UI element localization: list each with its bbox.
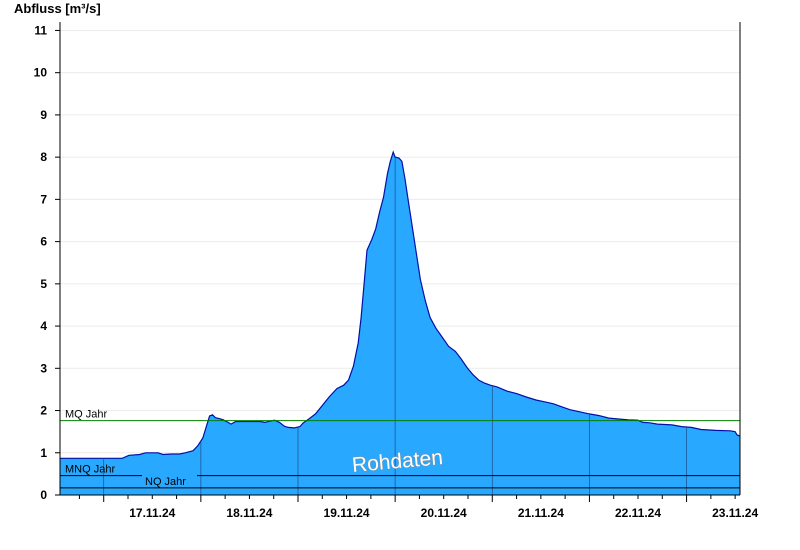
x-tick-label: 22.11.24 bbox=[615, 506, 661, 520]
y-tick-label: 1 bbox=[40, 446, 47, 460]
x-tick-label: 21.11.24 bbox=[518, 506, 564, 520]
x-tick-label: 17.11.24 bbox=[129, 506, 175, 520]
discharge-area bbox=[60, 152, 740, 495]
x-tick-labels: 17.11.24 18.11.24 19.11.24 20.11.24 21.11.24… bbox=[79, 495, 758, 520]
y-tick-label: 9 bbox=[40, 108, 47, 122]
reference-line-label: MQ Jahr bbox=[65, 409, 108, 421]
y-tick-label: 2 bbox=[40, 404, 47, 418]
x-tick-label: 20.11.24 bbox=[421, 506, 467, 520]
reference-line-label: MNQ Jahr bbox=[65, 464, 115, 476]
discharge-fill bbox=[60, 152, 740, 495]
reference-line-label: NQ Jahr bbox=[145, 476, 186, 488]
y-tick-label: 4 bbox=[40, 319, 47, 333]
y-tick-label: 8 bbox=[40, 150, 47, 164]
x-tick-label: 18.11.24 bbox=[226, 506, 272, 520]
x-tick-label: 19.11.24 bbox=[324, 506, 370, 520]
y-tick-label: 5 bbox=[40, 277, 47, 291]
x-tick-label: 23.11.24 bbox=[712, 506, 758, 520]
y-tick-label: 10 bbox=[34, 66, 48, 80]
y-tick-label: 0 bbox=[40, 488, 47, 502]
y-tick-label: 11 bbox=[34, 23, 47, 37]
y-tick-label: 3 bbox=[40, 361, 47, 375]
y-axis-label: Abfluss [m³/s] bbox=[14, 1, 101, 16]
y-tick-labels: 0 1 2 3 4 5 6 7 8 9 10 11 bbox=[34, 23, 60, 502]
y-tick-label: 6 bbox=[40, 235, 47, 249]
y-tick-label: 7 bbox=[40, 192, 47, 206]
